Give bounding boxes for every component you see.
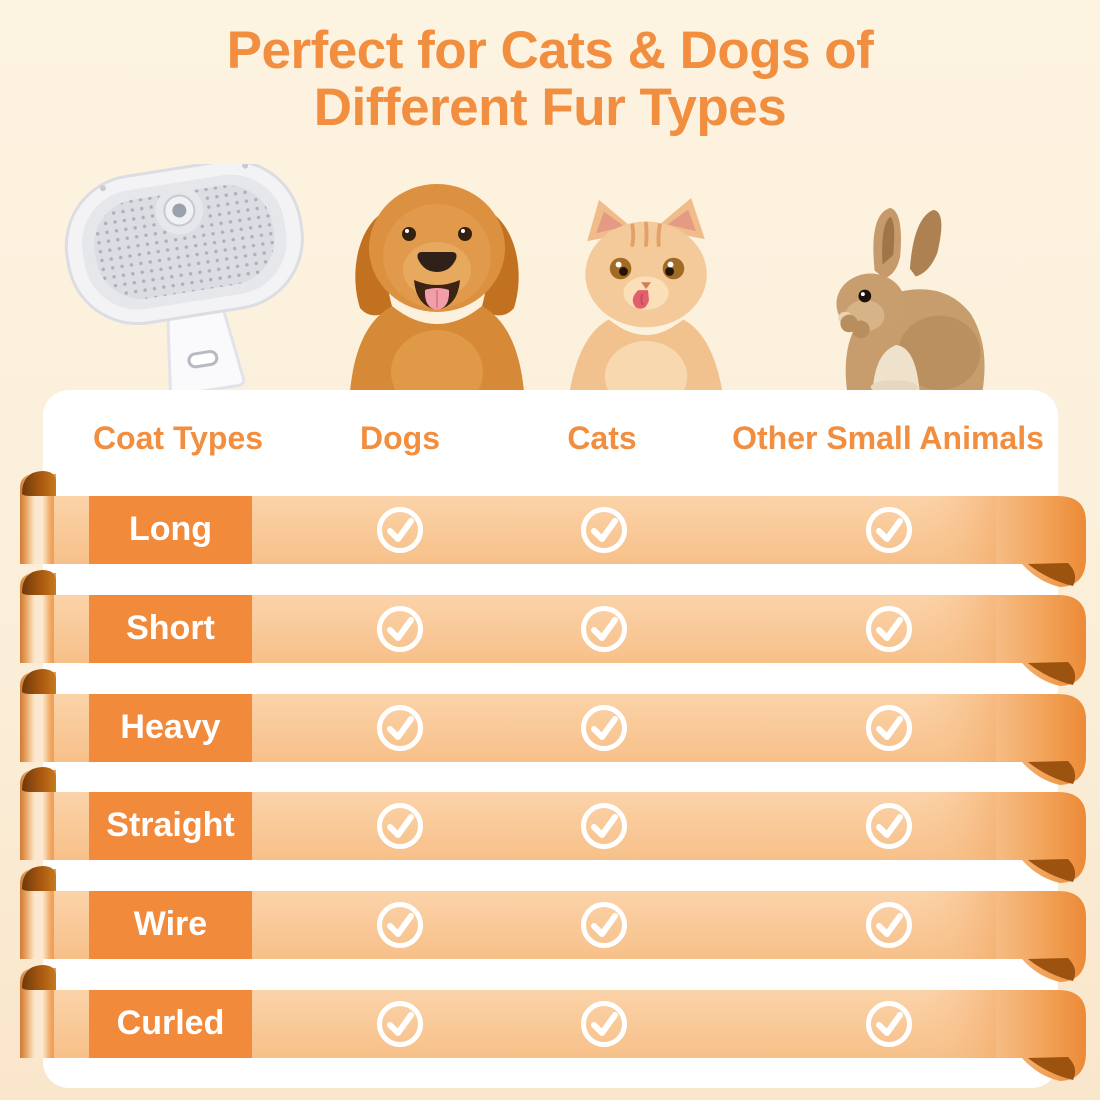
coat-type-label: Short bbox=[89, 594, 252, 663]
coat-type-label: Heavy bbox=[89, 693, 252, 762]
table-row: Curled bbox=[18, 960, 1088, 1092]
check-circle-icon bbox=[374, 603, 426, 655]
table-row: Wire bbox=[18, 861, 1088, 993]
check-circle-icon bbox=[374, 800, 426, 852]
column-header-cats: Cats bbox=[567, 420, 637, 456]
dog-illustration bbox=[350, 184, 524, 392]
check-circle-icon bbox=[578, 998, 630, 1050]
golden-retriever-dog-photo bbox=[326, 158, 548, 392]
coat-type-label: Straight bbox=[89, 792, 252, 861]
coat-type-label: Long bbox=[89, 496, 252, 564]
check-circle-icon bbox=[863, 800, 915, 852]
coat-type-label: Wire bbox=[89, 891, 252, 960]
check-circle-icon bbox=[374, 998, 426, 1050]
check-circle-icon bbox=[863, 899, 915, 951]
orange-kitten-photo bbox=[548, 196, 748, 392]
table-row: Long bbox=[18, 466, 1088, 598]
rabbit-illustration bbox=[836, 207, 985, 392]
check-circle-icon bbox=[578, 504, 630, 556]
check-circle-icon bbox=[863, 504, 915, 556]
cat-illustration bbox=[569, 197, 723, 392]
check-circle-icon bbox=[578, 603, 630, 655]
coat-type-label: Curled bbox=[89, 990, 252, 1059]
check-circle-icon bbox=[374, 899, 426, 951]
table-row: Heavy bbox=[18, 664, 1088, 796]
check-circle-icon bbox=[863, 603, 915, 655]
page-title: Perfect for Cats & Dogs of Different Fur… bbox=[0, 21, 1100, 138]
table-row: Straight bbox=[18, 762, 1088, 894]
check-circle-icon bbox=[578, 899, 630, 951]
check-circle-icon bbox=[578, 800, 630, 852]
check-circle-icon bbox=[863, 998, 915, 1050]
page-title-line-1: Perfect for Cats & Dogs of bbox=[226, 21, 874, 80]
check-circle-icon bbox=[578, 702, 630, 754]
brown-rabbit-photo bbox=[810, 204, 998, 392]
column-header-other-small-animals: Other Small Animals bbox=[732, 420, 1044, 456]
column-header-coat-types: Coat Types bbox=[92, 420, 264, 456]
grooming-brush-photo bbox=[56, 164, 320, 392]
check-circle-icon bbox=[374, 702, 426, 754]
table-row: Short bbox=[18, 565, 1088, 697]
page-title-line-2: Different Fur Types bbox=[313, 78, 787, 138]
grooming-brush-illustration bbox=[64, 164, 304, 392]
column-header-dogs: Dogs bbox=[360, 420, 440, 456]
check-circle-icon bbox=[863, 702, 915, 754]
coat-type-rows: Long bbox=[18, 466, 1088, 1082]
check-circle-icon bbox=[374, 504, 426, 556]
